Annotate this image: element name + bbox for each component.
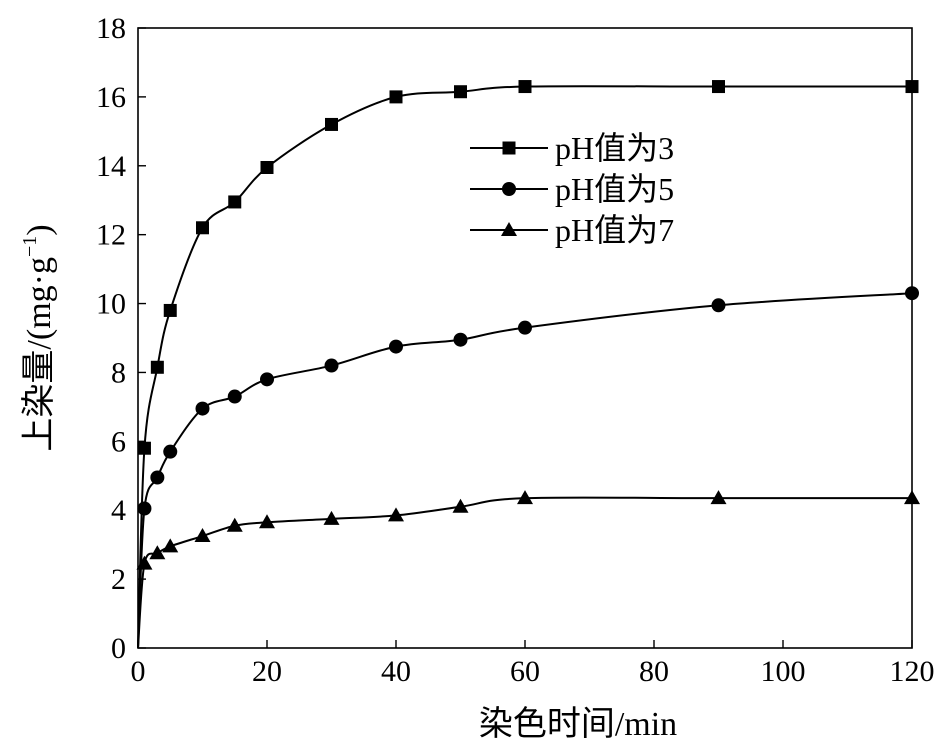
- x-tick-label: 40: [381, 655, 411, 688]
- legend-label: pH值为3: [555, 130, 674, 166]
- y-tick-label: 16: [96, 81, 126, 114]
- y-axis-label-tail: ): [21, 224, 58, 235]
- legend-marker: [502, 141, 516, 155]
- y-tick-label: 14: [96, 150, 126, 183]
- legend: pH值为3 pH值为5 pH值为7: [470, 130, 674, 248]
- series-line: [137, 292, 913, 649]
- legend-label: pH值为7: [555, 212, 674, 248]
- legend-item: pH值为3: [470, 130, 674, 166]
- data-point: [196, 221, 209, 235]
- data-point: [712, 80, 725, 94]
- series-1: [137, 80, 919, 649]
- data-point: [325, 117, 338, 131]
- y-tick-label: 18: [96, 12, 126, 45]
- data-point: [150, 360, 164, 374]
- data-point: [195, 401, 210, 416]
- legend-marker: [502, 182, 516, 196]
- legend-item: pH值为7: [470, 212, 674, 248]
- x-tick-label: 60: [510, 655, 540, 688]
- data-point: [389, 339, 403, 354]
- series-2: [137, 286, 919, 649]
- plot-frame: [137, 27, 913, 649]
- data-point: [163, 444, 178, 459]
- x-tick-label: 20: [252, 655, 282, 688]
- series-layer: [136, 80, 920, 649]
- y-tick-label: 10: [96, 288, 126, 321]
- y-axis-label: 上染量/(mg·g−1): [19, 224, 58, 451]
- data-point: [136, 555, 153, 570]
- y-axis-label-superscript: −1: [19, 236, 41, 257]
- x-tick-label: 100: [761, 655, 806, 688]
- series-line: [137, 85, 912, 649]
- data-point: [518, 320, 532, 335]
- data-point: [259, 514, 275, 529]
- data-point: [260, 372, 274, 387]
- y-tick-label: 4: [111, 494, 126, 527]
- y-axis-label-main: 上染量/(mg·g: [20, 257, 58, 452]
- y-tick-label: 8: [111, 356, 126, 389]
- data-point: [518, 80, 532, 94]
- data-point: [226, 517, 243, 532]
- data-point: [137, 441, 151, 455]
- data-point: [228, 195, 242, 209]
- data-point: [710, 490, 727, 505]
- data-point: [194, 528, 211, 543]
- data-point: [517, 490, 533, 505]
- data-point: [452, 498, 469, 513]
- y-axis: 0 2 4 6 8 10 12 14 16 18: [96, 12, 146, 665]
- y-tick-label: 2: [111, 563, 126, 596]
- data-point: [150, 470, 165, 485]
- data-point: [454, 85, 467, 99]
- series-3: [136, 490, 920, 649]
- data-point: [162, 538, 179, 553]
- x-axis-label: 染色时间/min: [479, 705, 677, 743]
- legend-item: pH值为5: [470, 171, 674, 207]
- data-point: [905, 80, 919, 94]
- legend-label: pH值为5: [555, 171, 674, 207]
- series-line: [137, 496, 912, 649]
- data-point: [149, 545, 166, 560]
- data-point: [904, 490, 920, 505]
- data-point: [905, 286, 919, 301]
- data-point: [389, 90, 403, 104]
- y-tick-label: 0: [111, 632, 126, 665]
- data-point: [388, 507, 404, 522]
- y-tick-label: 12: [96, 219, 126, 252]
- y-tick-label: 6: [111, 425, 126, 458]
- legend-marker: [501, 222, 517, 236]
- data-point: [260, 161, 274, 174]
- x-tick-label: 120: [890, 655, 935, 688]
- data-point: [137, 501, 152, 516]
- data-point: [453, 332, 468, 347]
- data-point: [324, 358, 339, 373]
- x-tick-label: 80: [639, 655, 669, 688]
- data-point: [711, 298, 726, 313]
- data-point: [227, 389, 242, 404]
- x-axis: 0 20 40 60 80 100 120: [131, 640, 935, 688]
- x-tick-label: 0: [131, 655, 146, 688]
- data-point: [163, 303, 177, 317]
- data-point: [323, 510, 340, 525]
